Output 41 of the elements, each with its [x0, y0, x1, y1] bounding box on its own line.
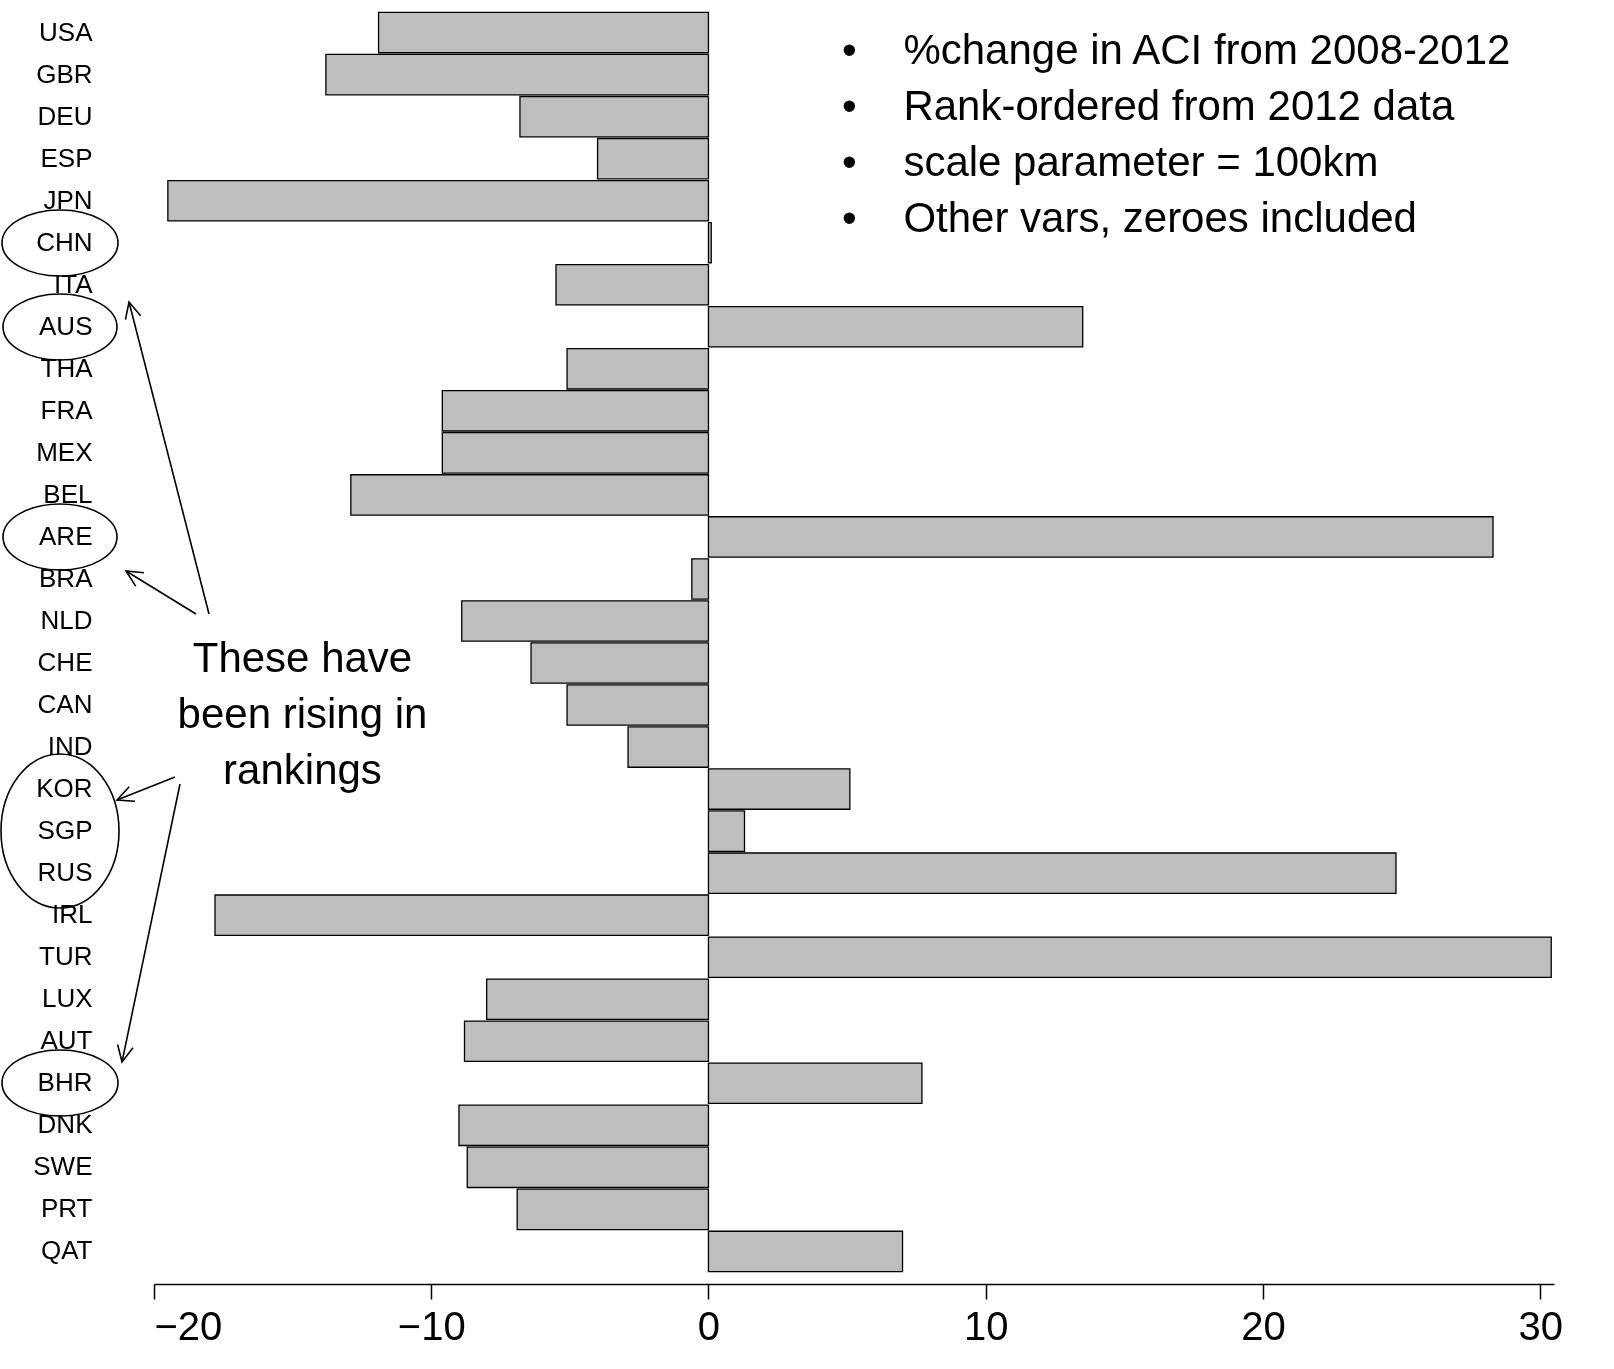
x-tick-label: −20	[154, 1303, 223, 1348]
y-tick-label: SWE	[33, 1151, 93, 1182]
annotation: • Rank-ordered from 2012 data	[842, 81, 1456, 131]
y-tick-label: DNK	[37, 1109, 94, 1140]
y-tick-label: BHR	[37, 1067, 93, 1098]
y-tick-label: BRA	[39, 562, 94, 593]
y-tick-label: SGP	[37, 815, 93, 846]
x-tick-label: 20	[1241, 1303, 1286, 1348]
y-tick-label: DEU	[37, 100, 93, 131]
y-tick-label: KOR	[36, 773, 93, 804]
y-tick-label: GBR	[36, 58, 93, 89]
x-tick-label: 0	[697, 1303, 721, 1348]
y-tick-label: IND	[47, 731, 93, 762]
y-tick-label: AUT	[40, 1025, 93, 1056]
y-tick-label: BEL	[43, 478, 93, 509]
y-tick-label: CHE	[37, 647, 93, 678]
y-tick-label: LUX	[41, 983, 93, 1014]
y-tick-label: CHN	[36, 226, 93, 257]
y-tick-label: PRT	[40, 1193, 93, 1224]
y-tick-label: MEX	[36, 436, 93, 467]
annotation: • Other vars, zeroes included	[842, 193, 1418, 243]
x-tick-label: −10	[397, 1303, 466, 1348]
y-tick-label: AUS	[39, 310, 93, 341]
y-tick-label: QAT	[40, 1235, 93, 1266]
y-tick-label: IRL	[52, 899, 93, 930]
x-tick-label: 10	[963, 1303, 1009, 1348]
y-tick-label: RUS	[37, 857, 93, 888]
y-tick-label: NLD	[40, 604, 93, 635]
y-tick-label: ESP	[40, 142, 93, 173]
y-tick-label: JPN	[43, 184, 93, 215]
y-tick-label: CAN	[37, 689, 93, 720]
y-tick-label: USA	[39, 16, 94, 47]
y-tick-label: TUR	[39, 941, 93, 972]
y-tick-label: ITA	[53, 268, 94, 299]
annotation: These have been rising in rankings	[176, 633, 429, 795]
y-tick-label: FRA	[40, 394, 94, 425]
annotation: • %change in ACI from 2008-2012	[842, 25, 1511, 75]
x-tick-label: 30	[1518, 1303, 1563, 1348]
y-tick-label: ARE	[39, 520, 93, 551]
y-tick-label: THA	[40, 352, 94, 383]
annotation: • scale parameter = 100km	[842, 137, 1380, 187]
